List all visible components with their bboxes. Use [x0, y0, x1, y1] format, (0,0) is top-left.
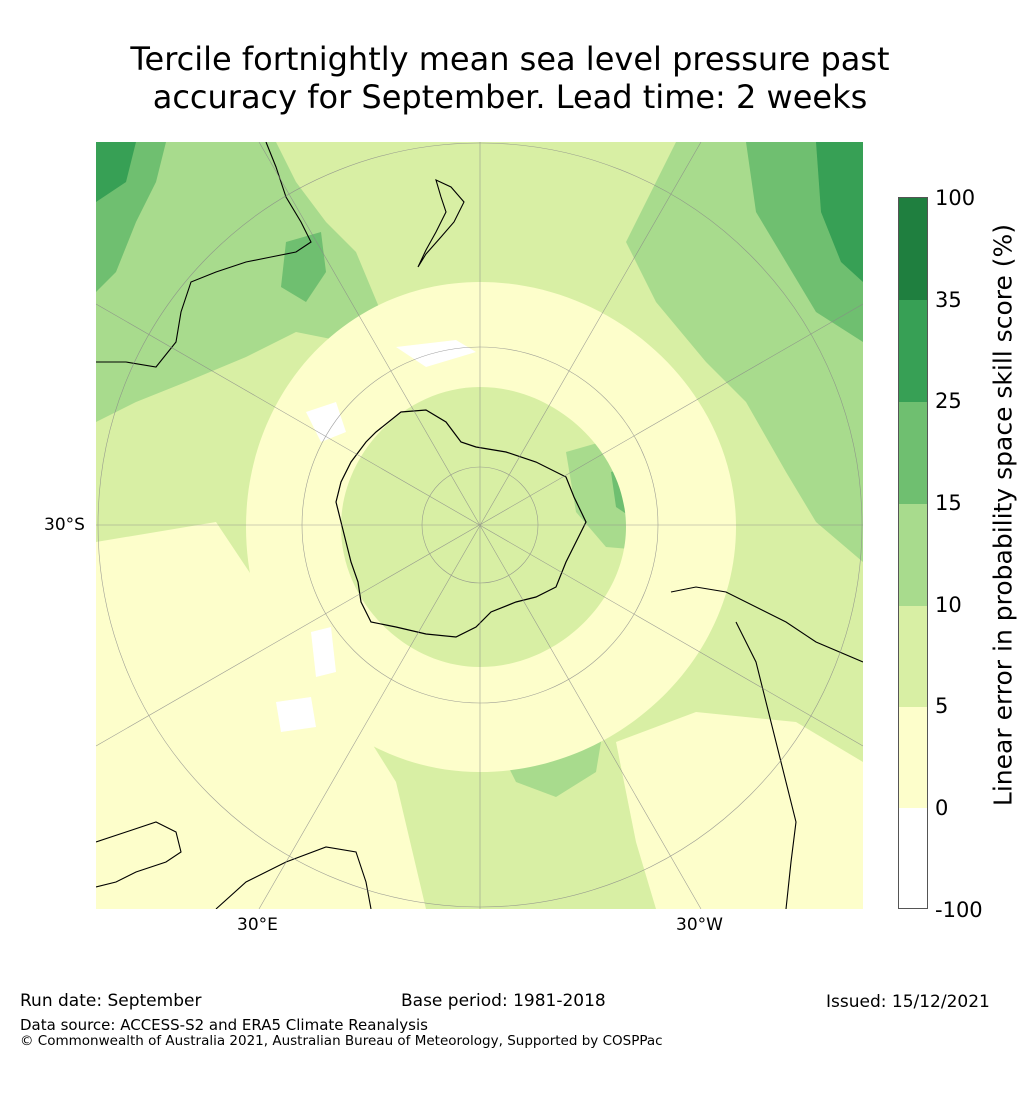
- colorbar-tick-25: 25: [935, 389, 962, 413]
- title-line-1: Tercile fortnightly mean sea level press…: [130, 40, 890, 78]
- field-below-0-4: [276, 697, 316, 732]
- colorbar-segment-25-35: [899, 300, 927, 402]
- colorbar-segment-below-0: [899, 808, 927, 908]
- colorbar-tick-0: 0: [935, 796, 949, 820]
- map-title: Tercile fortnightly mean sea level press…: [0, 40, 1020, 116]
- colorbar-label: Linear error in probability space skill …: [988, 223, 1018, 807]
- field-below-0-3: [311, 627, 336, 677]
- colorbar-tick-100: 100: [935, 186, 976, 210]
- meridian-60w: [96, 303, 863, 747]
- field-0-5-ring: [246, 282, 736, 772]
- latitude-label-30s: 30°S: [44, 515, 85, 535]
- field-10-15-nw: [96, 142, 381, 422]
- graticule: [96, 142, 863, 909]
- data-source: Data source: ACCESS-S2 and ERA5 Climate …: [20, 1016, 428, 1034]
- colorbar-segment-0-5: [899, 707, 927, 808]
- field-below-0-1: [306, 402, 346, 442]
- new-zealand-coastline: [417, 178, 465, 268]
- longitude-label-30e: 30°E: [237, 915, 278, 935]
- south-america-coastline: [670, 586, 863, 909]
- field-15-25-oz: [281, 232, 326, 302]
- copyright: © Commonwealth of Australia 2021, Austra…: [20, 1033, 663, 1049]
- field-below-0-2: [396, 340, 476, 367]
- issued-date: Issued: 15/12/2021: [826, 992, 990, 1012]
- colorbar-tick-minus-100: -100: [935, 898, 983, 922]
- field-0-5-south: [96, 522, 426, 909]
- colorbar: [898, 197, 928, 909]
- colorbar-tick-15: 15: [935, 491, 962, 515]
- title-line-2: accuracy for September. Lead time: 2 wee…: [152, 78, 868, 116]
- run-date: Run date: September: [20, 991, 202, 1011]
- base-period: Base period: 1981-2018: [401, 991, 606, 1011]
- colorbar-segment-35-100: [899, 198, 927, 300]
- colorbar-segment-5-10: [899, 606, 927, 707]
- colorbar-tick-5: 5: [935, 694, 949, 718]
- longitude-label-30w: 30°W: [676, 915, 723, 935]
- colorbar-tick-10: 10: [935, 593, 962, 617]
- colorbar-tick-35: 35: [935, 288, 962, 312]
- colorbar-segment-10-15: [899, 504, 927, 606]
- skill-score-map: [96, 142, 863, 909]
- colorbar-segment-15-25: [899, 402, 927, 504]
- field-25-35-nw: [96, 142, 136, 202]
- antarctica-coastline: [335, 409, 587, 638]
- africa-coastline: [96, 821, 372, 909]
- field-0-5-southeast: [616, 712, 863, 909]
- field-25-35-ne: [816, 142, 863, 282]
- australia-coastline: [96, 142, 312, 368]
